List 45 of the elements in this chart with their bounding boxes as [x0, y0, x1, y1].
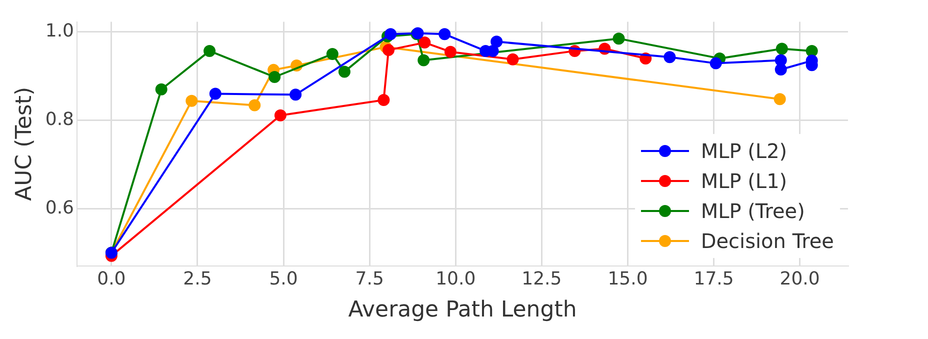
point	[209, 88, 222, 100]
point	[274, 109, 286, 122]
point	[186, 94, 198, 107]
point	[506, 53, 519, 66]
point	[248, 99, 261, 112]
point	[290, 88, 302, 101]
point	[490, 36, 503, 48]
x-tick-label: 20.0	[780, 268, 820, 290]
x-tick-label: 15.0	[608, 268, 648, 290]
y-axis-title: AUC (Test)	[12, 86, 37, 201]
point	[776, 42, 788, 55]
x-tick-label: 2.5	[183, 268, 212, 290]
legend-label: Decision Tree	[700, 229, 834, 253]
point	[384, 28, 397, 40]
legend-label: MLP (L2)	[700, 139, 788, 163]
point	[774, 93, 786, 106]
point	[438, 28, 451, 40]
point	[710, 57, 722, 70]
point	[338, 66, 350, 78]
point	[418, 36, 431, 49]
point	[418, 54, 430, 66]
x-tick-label: 5.0	[269, 268, 298, 290]
point	[155, 83, 168, 96]
point	[382, 44, 395, 56]
point	[664, 51, 676, 64]
legend-label: MLP (L1)	[700, 169, 788, 193]
point	[774, 63, 787, 76]
x-tick-label: 7.5	[355, 268, 384, 290]
x-axis-title: Average Path Length	[348, 298, 577, 323]
x-tick-label: 0.0	[97, 268, 126, 290]
point	[774, 54, 787, 66]
point	[204, 44, 216, 57]
point	[806, 44, 818, 57]
y-tick-label: 0.6	[45, 197, 74, 218]
point	[326, 48, 338, 60]
x-tick-label: 10.0	[436, 268, 476, 290]
y-tick-label: 0.8	[45, 108, 74, 130]
point	[612, 32, 625, 45]
x-tick-label: 17.5	[694, 268, 734, 290]
point	[268, 71, 281, 83]
point	[378, 94, 390, 106]
x-tick-label: 12.5	[522, 268, 562, 290]
point	[444, 46, 456, 58]
y-tick-label: 1.0	[45, 20, 74, 42]
legend-label: MLP (Tree)	[700, 199, 805, 223]
